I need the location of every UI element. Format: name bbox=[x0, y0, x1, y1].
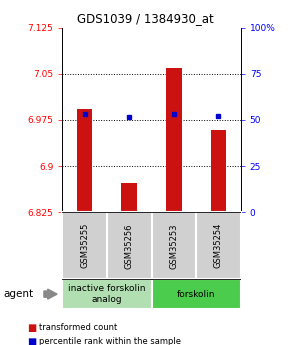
Bar bbox=[77, 109, 93, 212]
Text: transformed count: transformed count bbox=[39, 323, 117, 332]
Text: inactive forskolin
analog: inactive forskolin analog bbox=[68, 284, 146, 304]
Text: GSM35254: GSM35254 bbox=[214, 223, 223, 268]
Text: GSM35256: GSM35256 bbox=[125, 223, 134, 268]
Bar bbox=[122, 183, 137, 212]
Text: forskolin: forskolin bbox=[177, 289, 215, 299]
Bar bbox=[62, 212, 107, 279]
Text: GSM35253: GSM35253 bbox=[169, 223, 178, 268]
Bar bbox=[196, 212, 241, 279]
Text: GSM35255: GSM35255 bbox=[80, 223, 89, 268]
Bar bbox=[151, 212, 196, 279]
Text: percentile rank within the sample: percentile rank within the sample bbox=[39, 337, 181, 345]
Bar bbox=[211, 130, 226, 212]
Text: ■: ■ bbox=[28, 337, 37, 345]
Text: agent: agent bbox=[3, 289, 33, 299]
Text: ■: ■ bbox=[28, 323, 37, 333]
Bar bbox=[166, 68, 182, 212]
FancyArrow shape bbox=[44, 289, 57, 299]
Bar bbox=[62, 279, 151, 309]
Bar bbox=[151, 279, 241, 309]
Bar bbox=[107, 212, 151, 279]
Text: GDS1039 / 1384930_at: GDS1039 / 1384930_at bbox=[77, 12, 213, 25]
